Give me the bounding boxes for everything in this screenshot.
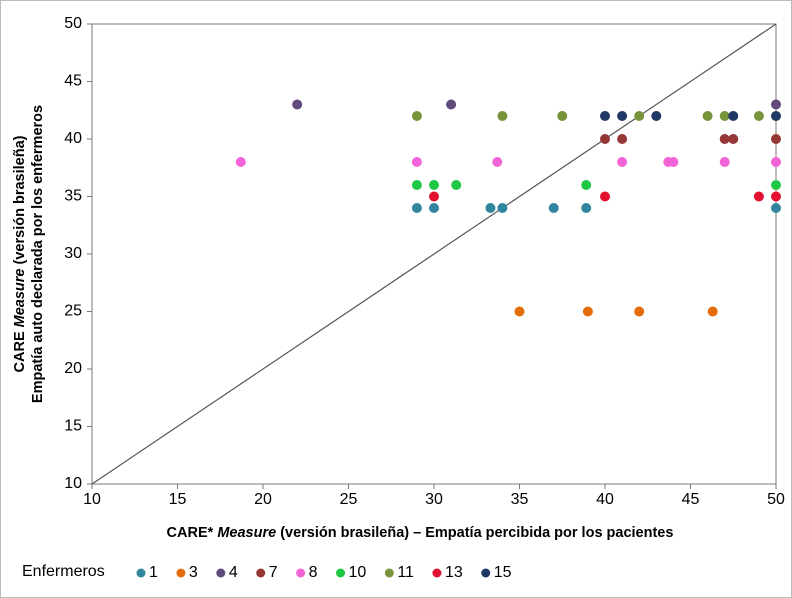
x-tick-label: 30: [425, 491, 443, 508]
point: [771, 99, 781, 110]
y-tick-label: 15: [64, 418, 82, 435]
y-tick-label: 35: [64, 188, 82, 205]
point: [771, 157, 781, 167]
point: [771, 191, 781, 202]
point: [771, 111, 781, 121]
point: [581, 180, 592, 190]
point: [429, 191, 439, 202]
point: [707, 306, 718, 317]
y-tick-label: 40: [64, 130, 82, 147]
legend-label: 8: [309, 564, 318, 581]
legend-label: 7: [269, 564, 278, 581]
legend-label: 10: [349, 564, 367, 581]
legend-label: 13: [445, 564, 463, 581]
point: [600, 111, 610, 121]
point: [600, 191, 610, 202]
legend-marker: [384, 568, 394, 578]
point: [485, 203, 496, 213]
point: [771, 203, 781, 213]
y-tick-label: 10: [64, 475, 82, 492]
x-axis-label: CARE* Measure (versión brasileña) – Empa…: [167, 525, 674, 541]
point: [429, 203, 439, 213]
legend-label: 1: [149, 564, 158, 581]
point: [617, 157, 628, 167]
point: [292, 99, 303, 110]
legend-marker: [176, 568, 186, 578]
x-tick-label: 20: [254, 491, 272, 508]
x-tick-label: 10: [83, 491, 101, 508]
point: [235, 157, 246, 167]
legend-marker: [432, 568, 442, 578]
legend-marker: [336, 568, 346, 578]
legend-label: 15: [494, 564, 512, 581]
point: [771, 134, 781, 144]
point: [617, 134, 628, 144]
y-tick-label: 45: [64, 73, 82, 90]
point: [651, 111, 662, 121]
y-tick-label: 25: [64, 303, 82, 320]
point: [411, 180, 422, 190]
x-tick-label: 50: [767, 491, 785, 508]
x-tick-label: 35: [511, 491, 529, 508]
point: [429, 180, 439, 190]
point: [753, 191, 764, 202]
point: [719, 157, 730, 167]
x-tick-label: 15: [169, 491, 187, 508]
y-axis-label: Empatía auto declarada por los enfermero…: [30, 105, 46, 403]
x-tick-label: 45: [682, 491, 700, 508]
point: [753, 111, 764, 121]
legend-label: 3: [189, 564, 198, 581]
legend-marker: [136, 568, 146, 578]
point: [514, 306, 525, 317]
point: [719, 111, 730, 121]
y-tick-label: 50: [64, 15, 82, 32]
legend-title: Enfermeros: [22, 563, 105, 580]
point: [617, 111, 628, 121]
legend-marker: [296, 568, 306, 578]
point: [582, 306, 593, 317]
y-axis-label: CARE Measure (versión brasileña): [12, 135, 28, 372]
point: [492, 157, 503, 167]
identity-line: [91, 23, 777, 485]
point: [557, 111, 568, 121]
point: [497, 203, 508, 213]
point: [411, 157, 422, 167]
point: [446, 99, 457, 110]
point: [634, 111, 645, 121]
x-tick-label: 25: [340, 491, 358, 508]
point: [634, 306, 645, 317]
point: [411, 111, 422, 121]
y-tick-label: 20: [64, 360, 82, 377]
legend-label: 11: [397, 564, 414, 581]
point: [548, 203, 559, 213]
point: [728, 134, 739, 144]
point: [581, 203, 592, 213]
point: [497, 111, 508, 121]
point: [411, 203, 422, 213]
legend-label: 4: [229, 564, 238, 581]
y-tick-label: 30: [64, 245, 82, 262]
legend-marker: [481, 568, 491, 578]
point: [702, 111, 713, 121]
point: [771, 180, 781, 190]
x-tick-label: 40: [596, 491, 614, 508]
legend-marker: [216, 568, 226, 578]
point: [728, 111, 739, 121]
y-axis-label-group: CARE Measure (versión brasileña) Empatía…: [12, 105, 46, 403]
point: [600, 134, 610, 144]
point: [451, 180, 462, 190]
point: [719, 134, 730, 144]
legend-marker: [256, 568, 266, 578]
point: [668, 157, 679, 167]
